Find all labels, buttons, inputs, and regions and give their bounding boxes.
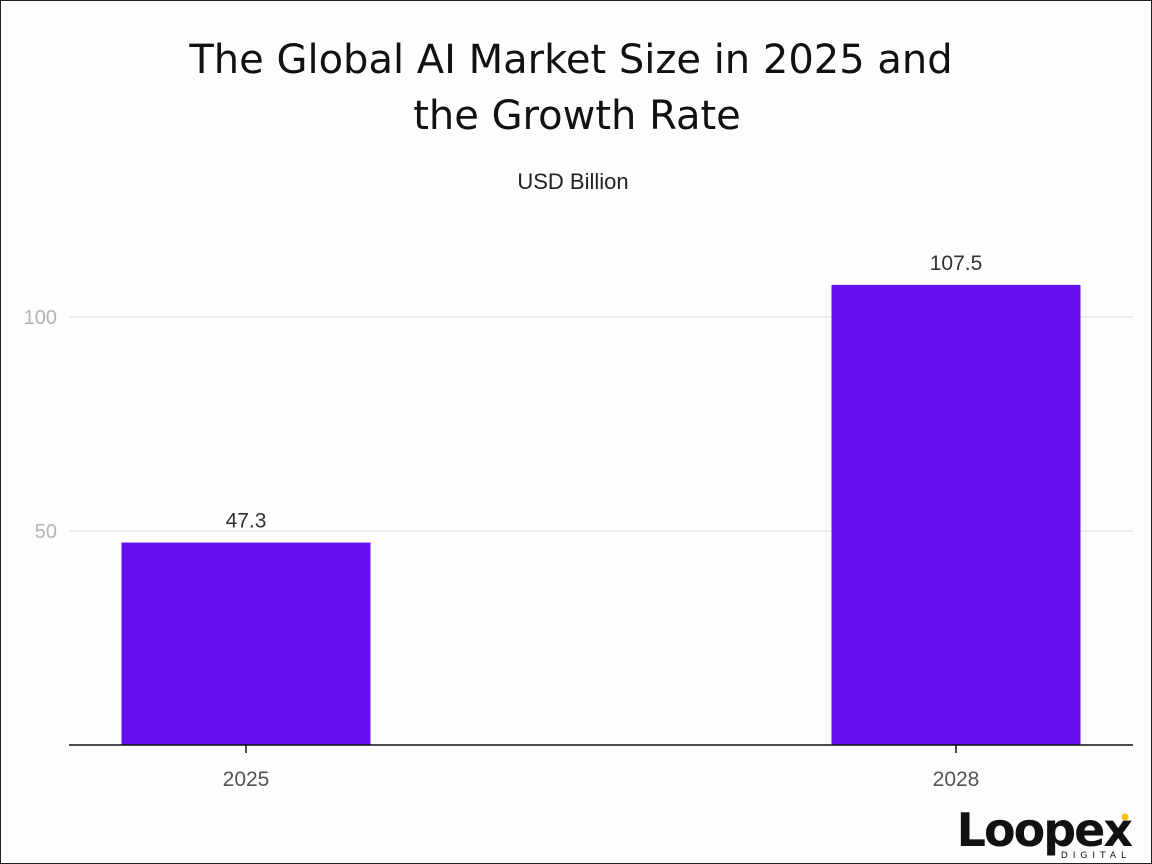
bar-2025 bbox=[121, 542, 371, 745]
y-axis-ticks: 50 100 bbox=[24, 307, 57, 543]
data-label-2025: 47.3 bbox=[226, 510, 267, 533]
x-tick-label-2028: 2028 bbox=[933, 768, 980, 791]
x-tick-label-2025: 2025 bbox=[223, 768, 270, 791]
chart-title-line-1: The Global AI Market Size in 2025 and bbox=[188, 37, 952, 83]
logo-subtitle: DIGITAL bbox=[1061, 851, 1131, 861]
x-axis-ticks: 2025 2028 bbox=[223, 745, 980, 791]
y-tick-label-50: 50 bbox=[35, 521, 57, 543]
bars bbox=[121, 284, 1081, 745]
logo-wordmark: Loopex bbox=[957, 803, 1133, 857]
data-labels: 47.3 107.5 bbox=[226, 252, 983, 533]
logo-accent-dot bbox=[1121, 813, 1129, 821]
chart-subtitle: USD Billion bbox=[517, 169, 628, 194]
loopex-logo: Loopex DIGITAL bbox=[957, 803, 1135, 861]
y-tick-label-100: 100 bbox=[24, 307, 57, 329]
bar-2028 bbox=[831, 284, 1081, 745]
chart-title-line-2: the Growth Rate bbox=[413, 93, 741, 139]
data-label-2028: 107.5 bbox=[930, 252, 983, 275]
